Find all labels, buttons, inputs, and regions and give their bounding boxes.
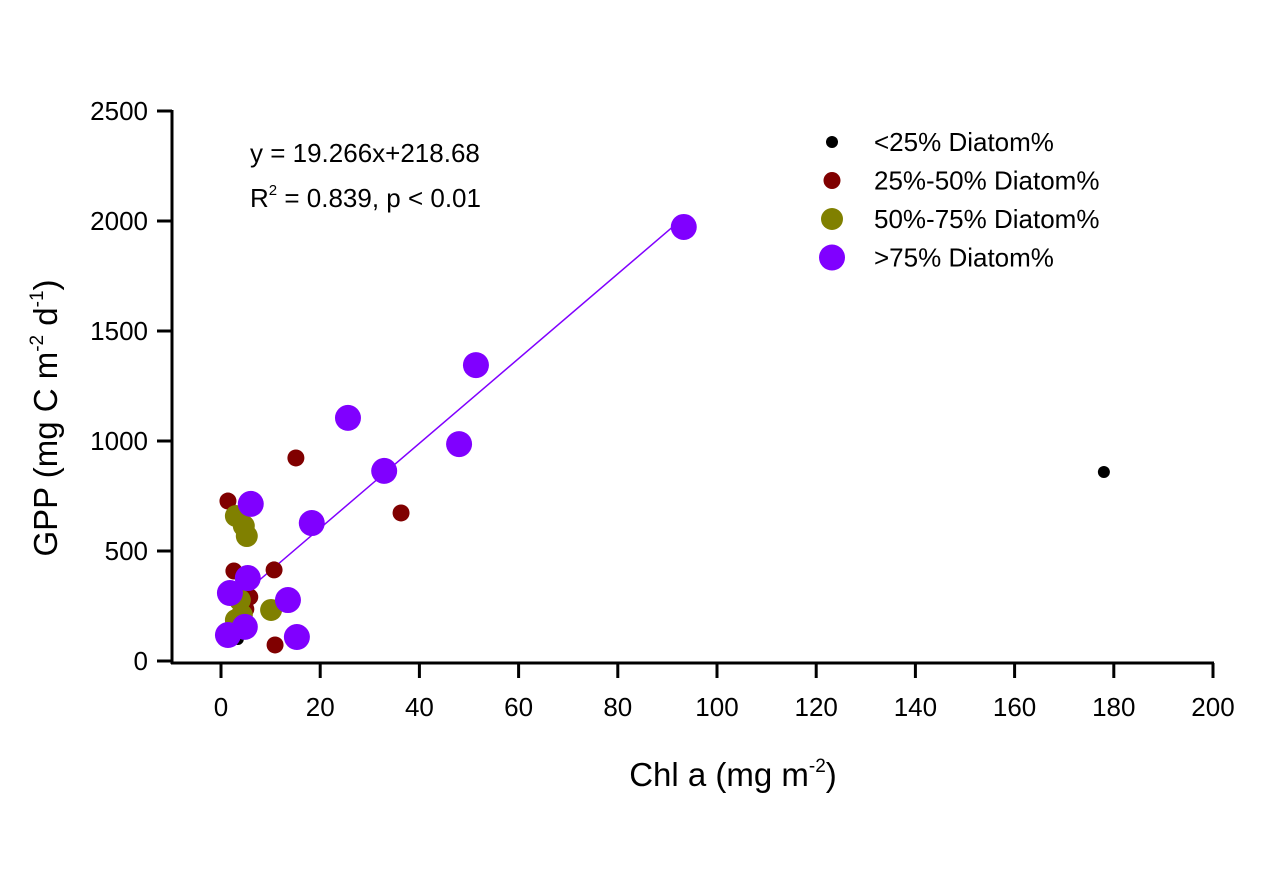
data-point	[1097, 466, 1110, 479]
series-0	[231, 466, 1110, 645]
y-tick-label: 0	[134, 646, 148, 676]
r2-superscript: 2	[269, 182, 277, 199]
r2-rest: = 0.839, p < 0.01	[277, 183, 481, 213]
y-tick-label: 1000	[90, 426, 148, 456]
x-tick-label: 100	[695, 692, 738, 722]
legend-label: 25%-50% Diatom%	[874, 166, 1099, 196]
regression-line	[230, 218, 683, 605]
x-tick-label: 80	[603, 692, 632, 722]
y-axis-ticks: 0 500 1000 1500 2000 2500	[90, 96, 172, 676]
legend-marker	[823, 172, 841, 189]
data-point	[446, 431, 473, 458]
data-point	[214, 622, 241, 649]
y-tick-label: 2500	[90, 96, 148, 126]
data-point	[265, 561, 283, 579]
legend-marker	[826, 136, 838, 148]
x-tick-label: 40	[405, 692, 434, 722]
y-title-b: d	[27, 307, 64, 335]
data-point	[371, 457, 398, 484]
r-squared-annotation: R2 = 0.839, p < 0.01	[250, 182, 481, 213]
data-point	[392, 504, 410, 522]
series-3	[214, 213, 697, 651]
data-point	[334, 404, 361, 431]
x-tick-label: 140	[894, 692, 937, 722]
data-point	[298, 510, 325, 537]
data-point	[235, 525, 258, 548]
data-point	[266, 636, 284, 654]
r2-prefix: R	[250, 183, 269, 213]
data-point	[234, 565, 261, 592]
x-tick-label: 180	[1092, 692, 1135, 722]
data-points	[214, 213, 1110, 654]
data-point	[216, 580, 243, 607]
legend-marker	[819, 244, 845, 271]
legend-marker	[821, 208, 843, 230]
x-title-main: Chl a (mg m	[629, 756, 809, 793]
x-tick-label: 160	[993, 692, 1036, 722]
data-point	[670, 213, 697, 240]
x-tick-label: 0	[214, 692, 228, 722]
x-title-close: )	[826, 756, 837, 793]
legend-label: <25% Diatom%	[874, 127, 1054, 157]
x-axis-title: Chl a (mg m-2)	[629, 756, 837, 793]
data-point	[462, 352, 489, 379]
y-title-sup1: -2	[27, 335, 48, 352]
data-point	[283, 624, 310, 651]
data-point	[219, 492, 237, 510]
x-tick-label: 20	[306, 692, 335, 722]
x-axis-ticks: 0 20 40 60 80 100 120 140 160 180 200	[214, 663, 1235, 722]
legend-label: 50%-75% Diatom%	[874, 204, 1099, 234]
data-point	[274, 587, 301, 614]
y-tick-label: 2000	[90, 206, 148, 236]
y-title-close: )	[27, 279, 64, 290]
y-axis-title: GPP (mg C m-2 d-1)	[27, 279, 64, 556]
regression-equation: y = 19.266x+218.68	[250, 138, 480, 168]
y-title-sup2: -1	[27, 290, 48, 307]
data-point	[237, 490, 264, 517]
x-tick-label: 200	[1191, 692, 1234, 722]
x-tick-label: 120	[795, 692, 838, 722]
legend: <25% Diatom% 25%-50% Diatom% 50%-75% Diato…	[819, 127, 1099, 273]
legend-label: >75% Diatom%	[874, 243, 1054, 273]
data-point	[287, 449, 305, 467]
y-tick-label: 500	[105, 536, 148, 566]
x-title-sup: -2	[809, 756, 826, 777]
x-tick-label: 60	[504, 692, 533, 722]
y-title-a: GPP (mg C m	[27, 352, 64, 557]
y-tick-label: 1500	[90, 316, 148, 346]
